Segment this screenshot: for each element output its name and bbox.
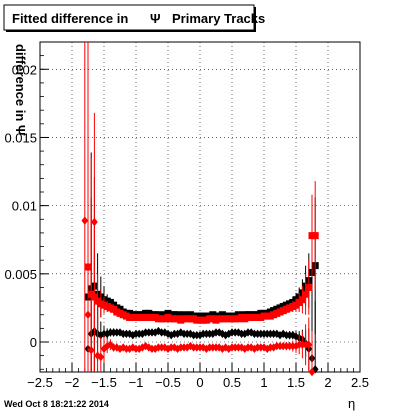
title-suffix: Primary Tracks (172, 11, 265, 26)
red-square-point (311, 232, 319, 240)
data-marks (81, 42, 319, 377)
grid (39, 42, 361, 372)
red-square-point (298, 296, 306, 304)
title-symbol: Ψ (150, 11, 161, 26)
y-axis: 0 0.005 0.01 0.015 0.02 (4, 55, 49, 370)
red-diamond-point (308, 367, 316, 377)
red-diamond-point (87, 345, 95, 355)
black-diamond-point (167, 330, 175, 340)
x-tick-label: 1.5 (287, 375, 305, 390)
red-diamond-point (97, 352, 105, 362)
title-prefix: Fitted difference in (12, 11, 128, 26)
x-tick-label: 0 (196, 375, 203, 390)
y-tick-label: 0.02 (12, 62, 37, 77)
black-diamond-point (129, 330, 137, 340)
red-diamond-point (84, 310, 92, 319)
timestamp: Wed Oct 8 18:21:22 2014 (4, 399, 109, 409)
red-diamond-point (251, 344, 258, 354)
y-axis-title: difference in Ψ (13, 44, 28, 135)
red-diamond-point (91, 217, 98, 227)
title-box: Fitted difference in Ψ Primary Tracks (3, 4, 265, 32)
y-tick-label: 0.005 (4, 267, 37, 282)
black-diamond-point (289, 330, 297, 340)
red-square-point (305, 283, 313, 291)
y-tick-label: 0.01 (12, 199, 37, 214)
black-diamond-point (273, 329, 281, 339)
x-tick-label: −1.5 (91, 375, 117, 390)
red-diamond-point (81, 216, 89, 225)
red-square-point (302, 290, 310, 298)
y-tick-label: 0 (30, 335, 37, 350)
x-tick-label: −1 (129, 375, 144, 390)
x-tick-label: −2.5 (27, 375, 53, 390)
x-tick-label: −2 (65, 375, 80, 390)
black-diamond-point (311, 365, 319, 374)
y-tick-label: 0.015 (4, 130, 37, 145)
x-tick-label: 0.5 (223, 375, 241, 390)
x-axis: −2.5 −2 −1.5 −1 −0.5 0 0.5 1 1.5 2 2.5 (27, 363, 369, 390)
x-tick-label: 2.5 (351, 375, 369, 390)
black-diamond-point (151, 328, 159, 337)
x-tick-label: 2 (324, 375, 331, 390)
x-tick-label: 1 (260, 375, 267, 390)
red-diamond-point (305, 340, 313, 349)
x-tick-label: −0.5 (155, 375, 181, 390)
red-diamond-point (183, 343, 191, 352)
x-axis-title: η (348, 396, 355, 411)
